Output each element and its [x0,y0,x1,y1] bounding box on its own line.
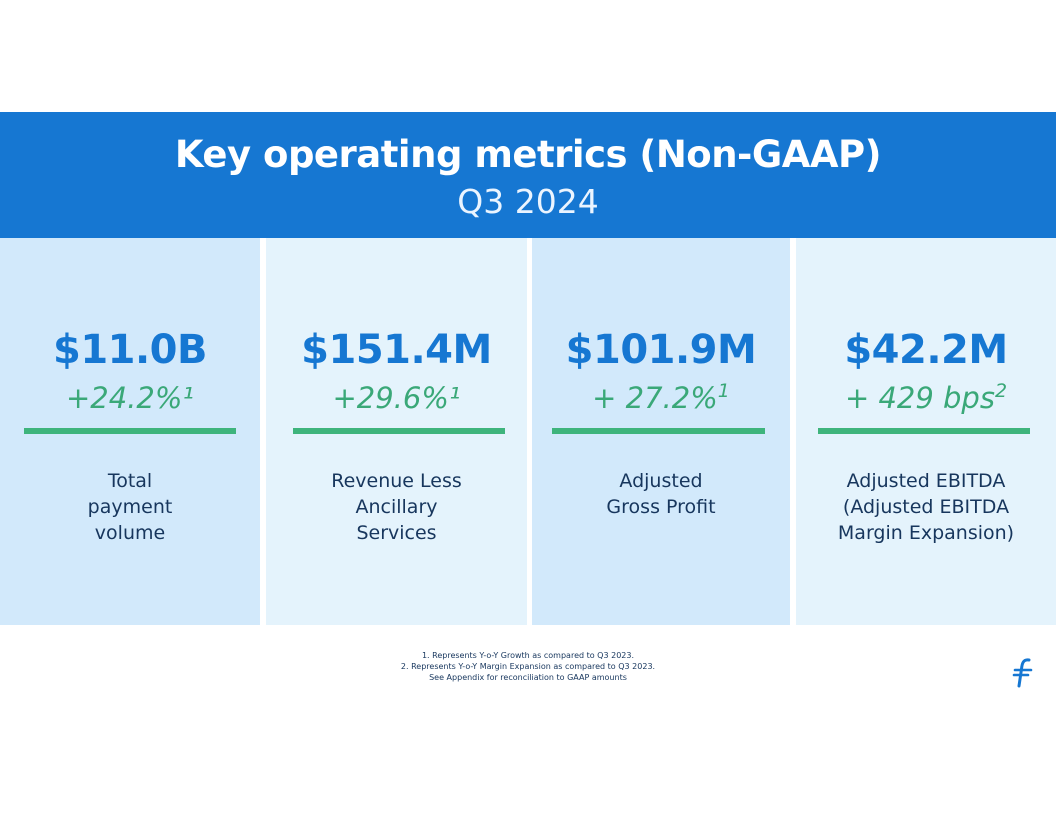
metric-card-adjusted-ebitda: $42.2M + 429 bps2 Adjusted EBITDA (Adjus… [796,238,1056,625]
metric-growth-footnote: 1 [717,380,730,402]
footnote-line: 1. Represents Y-o-Y Growth as compared t… [421,651,635,660]
metric-label: Revenue Less Ancillary Services [276,468,517,546]
metric-label-line: Gross Profit [606,496,716,518]
metric-growth-footnote: 2 [994,380,1008,402]
metric-growth-text: + 429 bps [844,381,995,415]
metric-label-line: volume [94,522,166,544]
metric-label-line: Ancillary [355,496,438,518]
metric-label-line: (Adjusted EBITDA [842,496,1010,518]
metric-value: $42.2M [844,327,1008,373]
metric-growth-text: + 27.2% [592,381,718,415]
metric-value: $151.4M [301,327,492,373]
metric-value: $11.0B [52,327,208,373]
metric-growth-text: +29.6%¹ [332,381,461,415]
page-subtitle: Q3 2024 [457,182,599,221]
metric-growth: +24.2%¹ [0,380,260,416]
metric-divider [293,428,505,434]
metric-label: Total payment volume [10,468,250,546]
metric-label-line: Total [107,470,153,492]
metric-divider [818,428,1030,434]
metric-card-adjusted-gross-profit: $101.9M + 27.2%1 Adjusted Gross Profit [532,238,790,625]
metric-card-total-payment-volume: $11.0B +24.2%¹ Total payment volume [0,238,260,625]
metric-label: Adjusted EBITDA (Adjusted EBITDA Margin … [806,468,1046,546]
metric-label-line: payment [87,496,173,518]
metric-label: Adjusted Gross Profit [542,468,780,520]
metric-growth-text: +24.2%¹ [65,381,195,415]
metric-value: $101.9M [565,327,757,373]
page-title: Key operating metrics (Non-GAAP) [174,133,882,176]
metric-growth: + 429 bps2 [796,380,1056,416]
metric-label-line: Revenue Less [331,470,462,492]
metric-growth: + 27.2%1 [532,380,790,416]
metric-label-line: Services [356,522,437,544]
footnote-line: See Appendix for reconciliation to GAAP … [429,673,627,682]
metric-divider [24,428,236,434]
metric-card-revenue-less-ancillary: $151.4M +29.6%¹ Revenue Less Ancillary S… [266,238,527,625]
footnote-line: 2. Represents Y-o-Y Margin Expansion as … [400,662,656,671]
metrics-panels: $11.0B +24.2%¹ Total payment volume $151… [0,238,1056,625]
metric-label-line: Adjusted EBITDA [846,470,1006,492]
company-logo-icon [1012,658,1033,688]
footnotes: 1. Represents Y-o-Y Growth as compared t… [0,650,1056,683]
metric-growth: +29.6%¹ [266,380,527,416]
metric-label-line: Margin Expansion) [837,522,1015,544]
metric-label-line: Adjusted [619,470,703,492]
header-banner: Key operating metrics (Non-GAAP) Q3 2024 [0,112,1056,238]
metric-divider [552,428,765,434]
